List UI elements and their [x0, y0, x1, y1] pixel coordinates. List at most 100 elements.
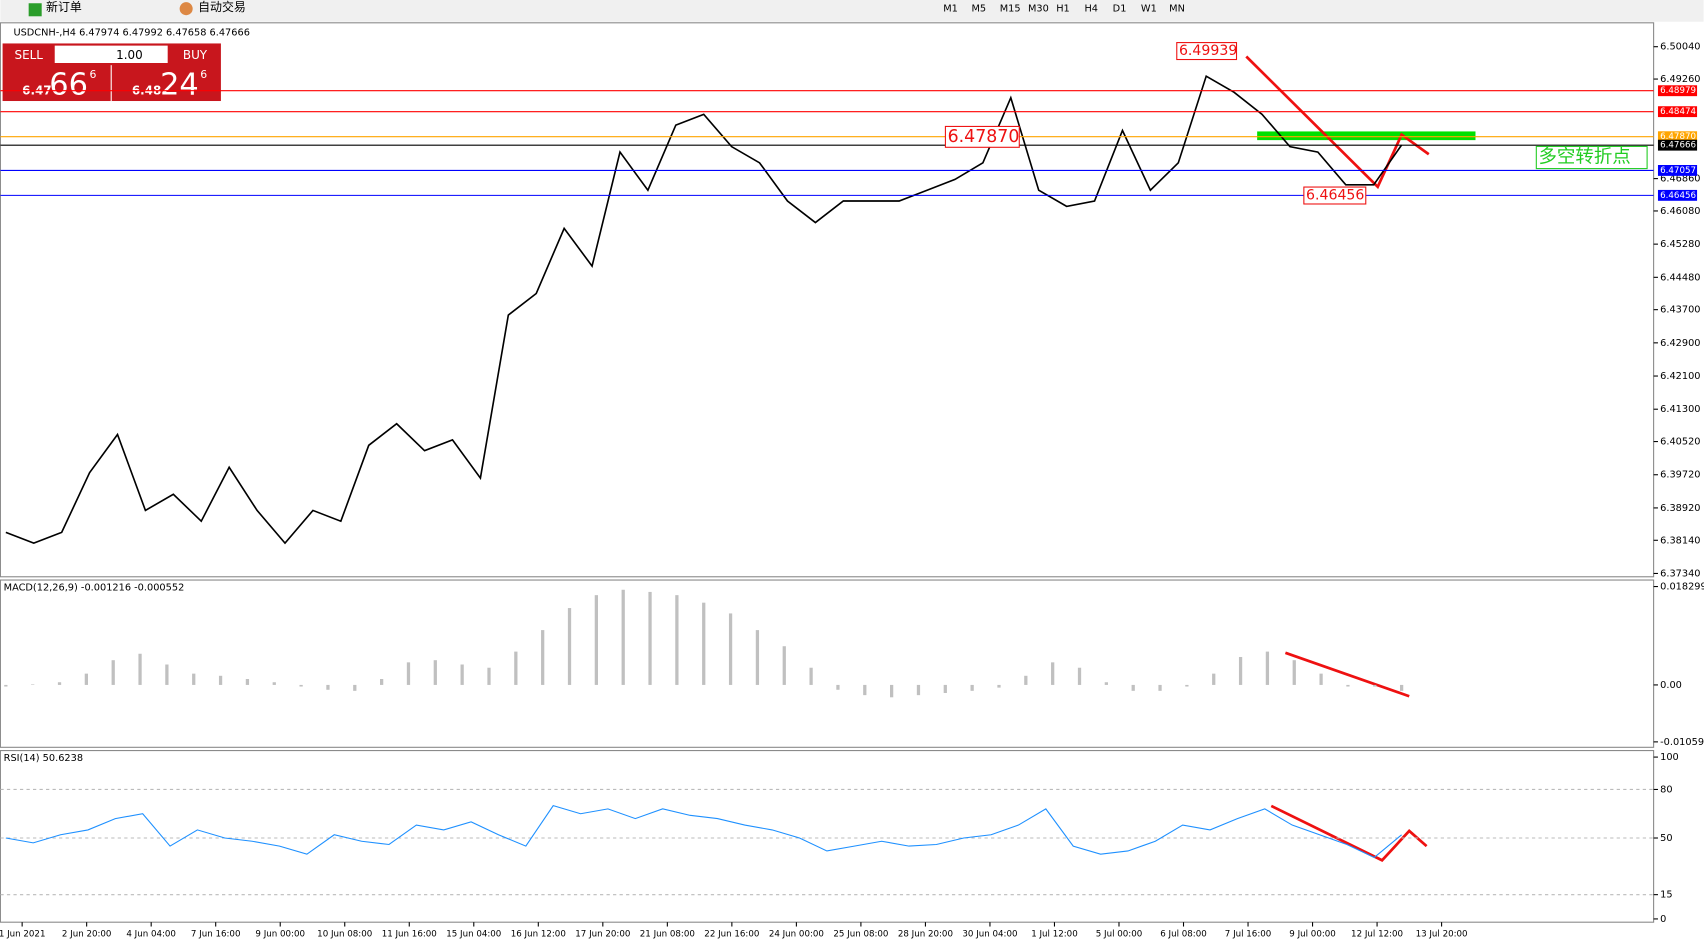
- timeframe-button[interactable]: H1: [1056, 4, 1070, 15]
- new-order-button[interactable]: 新订单: [46, 0, 82, 14]
- y-tick-label: 0: [1660, 914, 1666, 925]
- auto-trade-icon[interactable]: [179, 2, 193, 16]
- macd-bar: [648, 591, 652, 685]
- toolbar: [0, 0, 1704, 22]
- macd-bar: [1265, 651, 1270, 685]
- sell-label[interactable]: SELL: [15, 48, 44, 62]
- buy-label[interactable]: BUY: [183, 48, 208, 62]
- timeframe-button[interactable]: MN: [1169, 4, 1185, 15]
- annotation: 多空转折点: [1538, 147, 1630, 168]
- macd-bar: [836, 684, 840, 690]
- y-tick-label: 6.46860: [1660, 174, 1700, 185]
- price-level-tag: [1657, 85, 1698, 97]
- macd-bar: [943, 684, 947, 693]
- lot-box[interactable]: [54, 45, 168, 63]
- macd-bar: [57, 682, 62, 685]
- y-tick-label: 6.42100: [1660, 371, 1700, 382]
- y-tick-label: 6.49260: [1660, 74, 1700, 85]
- annotation: 6.46456: [1306, 188, 1364, 204]
- timeframe-button[interactable]: D1: [1113, 4, 1127, 15]
- x-tick-label: 13 Jul 20:00: [1416, 930, 1468, 940]
- timeframe-button[interactable]: W1: [1141, 4, 1157, 15]
- macd-bar: [621, 589, 625, 685]
- y-tick-label: 6.38140: [1660, 535, 1700, 546]
- y-tick-label: 6.45280: [1660, 239, 1700, 250]
- x-tick-label: 24 Jun 00:00: [769, 930, 824, 940]
- macd-bar: [460, 664, 464, 685]
- y-tick-label: 6.41300: [1660, 404, 1700, 415]
- sell-pips[interactable]: 66: [49, 67, 88, 102]
- new-order-icon[interactable]: [28, 3, 42, 17]
- macd-bar: [84, 673, 88, 685]
- y-tick-label: 6.40520: [1660, 437, 1700, 448]
- macd-bar: [1292, 660, 1296, 685]
- buy-frac[interactable]: 6: [200, 68, 207, 81]
- macd-bar: [31, 684, 35, 685]
- x-tick-label: 22 Jun 16:00: [704, 930, 759, 940]
- macd-bar: [594, 595, 598, 685]
- macd-bar: [326, 684, 330, 690]
- rsi-frame: [0, 750, 1655, 923]
- price-line: [5, 74, 1403, 545]
- macd-bar: [1373, 684, 1377, 687]
- x-tick-label: 1 Jul 12:00: [1031, 930, 1077, 940]
- x-tick-label: 28 Jun 20:00: [898, 930, 953, 940]
- timeframe-button[interactable]: M30: [1028, 4, 1049, 15]
- x-tick-label: 4 Jun 04:00: [126, 930, 176, 940]
- macd-bar: [165, 664, 169, 685]
- timeframe-button[interactable]: H4: [1084, 4, 1098, 15]
- y-tick-label: 6.46080: [1660, 206, 1700, 217]
- macd-bar: [970, 684, 974, 691]
- y-tick-label: 6.50040: [1660, 42, 1700, 53]
- timeframe-button[interactable]: M5: [971, 4, 986, 15]
- macd-bar: [1131, 684, 1135, 691]
- y-tick-label: 50: [1660, 833, 1672, 844]
- x-tick-label: 16 Jun 12:00: [511, 930, 566, 940]
- macd-bar: [728, 613, 733, 685]
- y-tick-label: 0.018299: [1660, 582, 1704, 593]
- macd-bar: [353, 684, 357, 691]
- macd-bar: [1238, 656, 1243, 685]
- buy-pips[interactable]: 24: [160, 67, 199, 102]
- y-tick-label: 6.38920: [1660, 503, 1700, 514]
- x-tick-label: 25 Jun 08:00: [833, 930, 888, 940]
- macd-bar: [675, 595, 679, 685]
- lot-size[interactable]: 1.00: [116, 48, 143, 62]
- x-tick-label: 17 Jun 20:00: [575, 930, 630, 940]
- macd-bar: [1051, 662, 1055, 685]
- y-tick-label: 6.39720: [1660, 470, 1700, 481]
- macd-bar: [433, 660, 437, 685]
- price-level-tag: [1657, 139, 1698, 151]
- price-level-tag: [1657, 131, 1698, 143]
- macd-bar: [487, 667, 491, 685]
- macd-bar: [1104, 682, 1108, 685]
- annotation: 6.47870: [948, 127, 1020, 147]
- x-tick-label: 11 Jun 16:00: [382, 930, 437, 940]
- price-level-tag: [1657, 106, 1698, 118]
- x-tick-label: 12 Jul 12:00: [1351, 930, 1403, 940]
- price-level-label: 6.48979: [1660, 86, 1696, 96]
- sell-frac[interactable]: 6: [89, 68, 96, 81]
- y-tick-label: 6.44480: [1660, 272, 1700, 283]
- price-level-tag: [1657, 165, 1698, 176]
- price-level-label: 6.46456: [1660, 191, 1696, 201]
- y-tick-label: 0.00: [1660, 680, 1682, 691]
- macd-bar: [299, 684, 303, 687]
- macd-bar: [889, 684, 894, 698]
- x-tick-label: 6 Jul 08:00: [1160, 930, 1206, 940]
- macd-bar: [111, 660, 115, 685]
- timeframe-button[interactable]: M1: [943, 4, 958, 15]
- pivot-zone: [1257, 131, 1476, 141]
- timeframe-button[interactable]: M15: [1000, 4, 1021, 15]
- y-tick-label: 15: [1660, 890, 1672, 901]
- macd-bar: [863, 684, 867, 696]
- y-tick-label: 80: [1660, 784, 1672, 795]
- macd-bar: [567, 608, 572, 685]
- x-tick-label: 5 Jul 00:00: [1096, 930, 1142, 940]
- macd-bar: [1024, 675, 1028, 685]
- auto-trade-button[interactable]: 自动交易: [198, 0, 246, 14]
- macd-bar: [1212, 673, 1216, 685]
- x-tick-label: 1 Jun 2021: [0, 930, 45, 940]
- x-tick-label: 15 Jun 04:00: [446, 930, 501, 940]
